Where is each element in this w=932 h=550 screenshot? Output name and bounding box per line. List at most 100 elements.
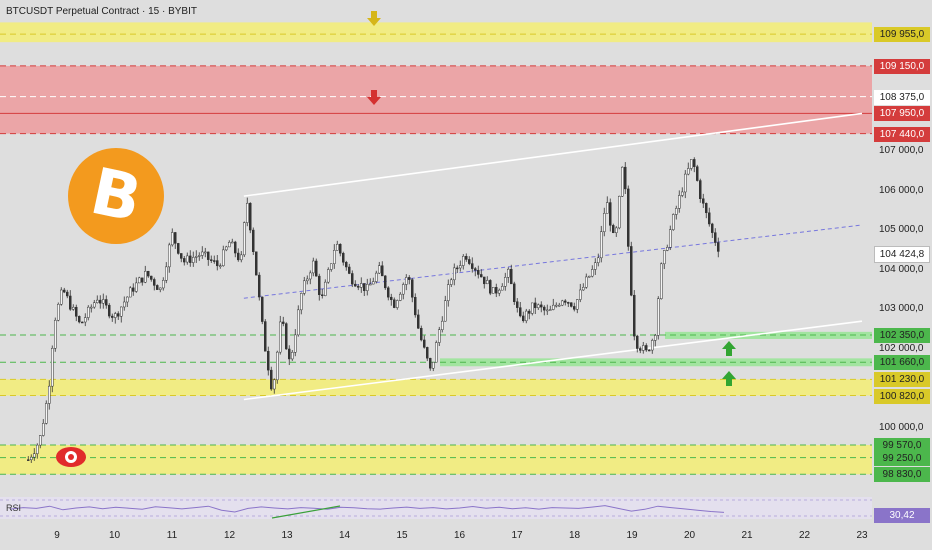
candle — [108, 303, 111, 319]
trendline-channel-top — [243, 112, 863, 197]
candle — [363, 283, 366, 297]
x-tick-label: 13 — [281, 530, 293, 541]
candle — [78, 315, 81, 324]
candle — [27, 456, 30, 461]
trendline-channel-bottom — [243, 320, 863, 401]
candle — [129, 286, 132, 298]
trendlines-layer — [243, 112, 863, 401]
candle — [132, 283, 135, 296]
candle — [567, 301, 570, 308]
candle — [102, 293, 105, 309]
candle — [663, 249, 666, 270]
trendline-channel-mid — [243, 224, 863, 299]
candle — [669, 225, 672, 251]
candle — [219, 263, 222, 269]
candle — [45, 400, 48, 425]
candle — [75, 304, 78, 322]
level-price-tag: 101 660,0 — [874, 355, 930, 371]
candle — [372, 277, 375, 285]
candle — [573, 302, 576, 312]
candle — [114, 311, 117, 324]
candle — [285, 322, 288, 350]
candle — [96, 295, 99, 304]
arrow-up-icon — [722, 371, 736, 386]
candle — [171, 228, 174, 247]
x-tick-label: 22 — [798, 530, 811, 541]
candle — [642, 341, 645, 354]
x-tick-label: 20 — [683, 530, 696, 541]
zones-layer — [0, 22, 872, 475]
candle — [408, 275, 411, 285]
candle — [651, 338, 654, 354]
candle — [240, 251, 243, 263]
candle — [399, 292, 402, 302]
x-tick-label: 11 — [166, 530, 178, 541]
candle — [681, 187, 684, 198]
candle — [90, 304, 93, 313]
x-tick-label: 10 — [108, 530, 121, 541]
candle — [519, 302, 522, 318]
candle — [51, 345, 54, 393]
candle — [582, 283, 585, 291]
candle — [594, 258, 597, 275]
x-tick-label: 15 — [396, 530, 408, 541]
candle — [168, 242, 171, 273]
zone-demand-2 — [665, 331, 872, 339]
candle — [597, 253, 600, 267]
candle — [144, 265, 147, 284]
candle — [405, 274, 408, 291]
candle — [432, 361, 435, 372]
candle — [345, 260, 348, 271]
candle — [612, 223, 615, 234]
candle — [618, 195, 621, 230]
candle — [540, 301, 543, 313]
candle — [369, 278, 372, 286]
candles-layer — [27, 157, 720, 463]
candle — [462, 254, 465, 270]
candle — [111, 313, 114, 322]
candle — [318, 273, 321, 301]
chart-title: BTCUSDT Perpetual Contract · 15 · BYBIT — [6, 6, 197, 17]
candle — [690, 159, 693, 171]
candle — [465, 253, 468, 262]
x-tick-label: 19 — [626, 530, 638, 541]
candle — [87, 305, 90, 321]
candle — [384, 275, 387, 290]
candle — [522, 311, 525, 323]
candle — [717, 237, 720, 258]
y-tick-label: 105 000,0 — [879, 224, 924, 236]
candle — [30, 454, 33, 463]
y-tick-label: 106 000,0 — [879, 184, 924, 196]
candle — [69, 290, 72, 311]
candle — [477, 265, 480, 279]
x-tick-label: 12 — [223, 530, 236, 541]
candle — [585, 273, 588, 289]
candle — [84, 313, 87, 327]
candle — [36, 443, 39, 459]
candle — [549, 305, 552, 311]
candle — [198, 252, 201, 261]
candle — [291, 350, 294, 361]
candle — [162, 277, 165, 291]
candle — [393, 297, 396, 309]
candle — [135, 277, 138, 293]
candle — [447, 279, 450, 307]
candle — [375, 270, 378, 284]
candle — [339, 243, 342, 257]
x-tick-label: 23 — [856, 530, 868, 541]
candle — [117, 311, 120, 320]
candle — [711, 222, 714, 238]
candle — [702, 193, 705, 208]
candle — [381, 261, 384, 277]
candle — [591, 265, 594, 278]
candle — [294, 329, 297, 357]
level-price-tag: 107 950,0 — [874, 106, 930, 122]
candle — [459, 260, 462, 272]
candle — [492, 287, 495, 294]
candle — [546, 304, 549, 315]
candle — [645, 343, 648, 352]
candle — [249, 202, 252, 234]
candle — [648, 349, 651, 352]
candle — [456, 265, 459, 273]
